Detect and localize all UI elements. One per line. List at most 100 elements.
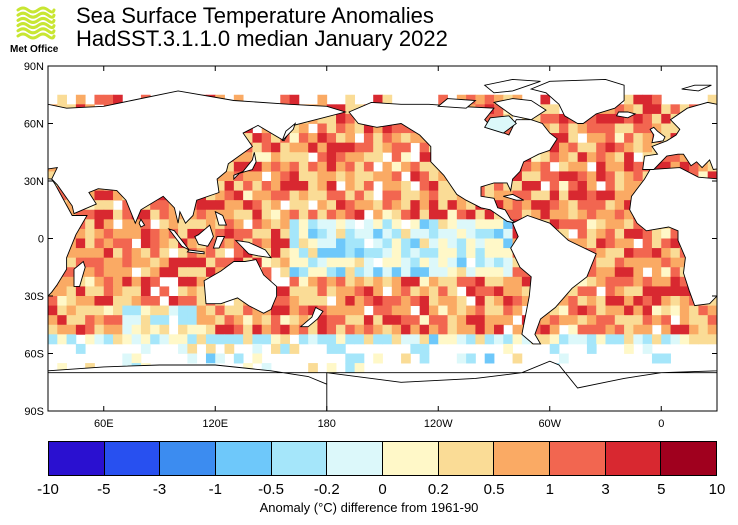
anomaly-cell	[401, 209, 411, 220]
anomaly-cell	[624, 343, 634, 354]
anomaly-cell	[401, 286, 411, 297]
anomaly-cell	[289, 219, 300, 230]
anomaly-cell	[205, 248, 216, 259]
anomaly-cell	[624, 238, 634, 249]
anomaly-cell	[549, 142, 560, 153]
anomaly-cell	[261, 133, 272, 144]
colorbar-segment	[160, 442, 217, 475]
anomaly-cell	[651, 276, 662, 287]
anomaly-cell	[131, 257, 142, 268]
anomaly-cell	[178, 228, 188, 239]
anomaly-cell	[605, 152, 616, 163]
anomaly-cell	[252, 200, 263, 211]
anomaly-cell	[559, 181, 569, 191]
anomaly-cell	[596, 334, 606, 345]
anomaly-cell	[466, 228, 476, 239]
anomaly-cell	[373, 315, 383, 326]
anomaly-cell	[363, 133, 374, 144]
anomaly-cell	[196, 286, 207, 297]
anomaly-cell	[363, 228, 374, 239]
logo-wave-line	[16, 22, 56, 30]
anomaly-cell	[252, 209, 263, 220]
anomaly-cell	[94, 248, 105, 259]
anomaly-cell	[624, 228, 634, 239]
anomaly-cell	[661, 113, 671, 124]
landmass-uk	[649, 126, 666, 144]
anomaly-cell	[252, 142, 263, 153]
anomaly-cell	[85, 257, 95, 268]
anomaly-cell	[205, 238, 216, 249]
anomaly-cell	[271, 171, 281, 182]
anomaly-cell	[577, 209, 588, 220]
anomaly-cell	[85, 296, 95, 306]
anomaly-cell	[419, 152, 430, 163]
anomaly-cell	[131, 228, 142, 239]
anomaly-cell	[178, 324, 188, 335]
anomaly-cell	[419, 286, 430, 297]
anomaly-cell	[85, 286, 95, 297]
anomaly-cell	[345, 104, 356, 115]
anomaly-cell	[503, 305, 513, 316]
anomaly-cell	[373, 353, 383, 364]
anomaly-cell	[596, 276, 606, 287]
anomaly-cell	[57, 305, 67, 316]
anomaly-cell	[633, 94, 644, 105]
anomaly-cell	[521, 276, 532, 287]
anomaly-cell	[559, 161, 569, 172]
anomaly-cell	[261, 228, 272, 239]
anomaly-cell	[317, 181, 328, 191]
anomaly-cell	[531, 190, 541, 201]
anomaly-cell	[233, 181, 244, 191]
anomaly-cell	[57, 94, 67, 105]
anomaly-cell	[624, 267, 634, 278]
colorbar-segment	[271, 442, 328, 475]
anomaly-cell	[391, 324, 402, 335]
anomaly-cell	[94, 276, 105, 287]
anomaly-cell	[549, 190, 560, 201]
anomaly-cell	[466, 334, 476, 345]
anomaly-cell	[168, 257, 179, 268]
anomaly-cell	[271, 257, 281, 268]
anomaly-cell	[345, 113, 356, 124]
anomaly-cell	[586, 190, 597, 201]
anomaly-cell	[382, 334, 393, 345]
anomaly-cell	[419, 257, 430, 268]
anomaly-cell	[698, 324, 709, 335]
anomaly-cell	[438, 190, 448, 201]
anomaly-cell	[271, 200, 281, 211]
anomaly-cell	[271, 305, 281, 316]
anomaly-cell	[605, 219, 616, 230]
colorbar-tick-label: 3	[601, 481, 610, 498]
anomaly-cell	[159, 286, 170, 297]
anomaly-cell	[233, 161, 244, 172]
anomaly-cell	[298, 286, 309, 297]
anomaly-cell	[354, 267, 365, 278]
anomaly-cell	[633, 296, 644, 306]
anomaly-cell	[661, 248, 671, 259]
anomaly-cell	[205, 219, 216, 230]
anomaly-cell	[326, 113, 337, 124]
anomaly-cell	[614, 142, 625, 153]
anomaly-cell	[317, 171, 328, 182]
anomaly-cell	[456, 276, 467, 287]
anomaly-cell	[354, 123, 365, 134]
anomaly-cell	[289, 133, 300, 144]
anomaly-cell	[271, 190, 281, 201]
anomaly-cell	[484, 181, 495, 191]
anomaly-cell	[289, 142, 300, 153]
anomaly-cell	[410, 190, 421, 201]
anomaly-cell	[94, 228, 105, 239]
anomaly-cell	[540, 94, 551, 105]
anomaly-cell	[679, 276, 690, 287]
anomaly-cell	[447, 248, 458, 259]
anomaly-cell	[568, 296, 579, 306]
anomaly-cell	[103, 286, 114, 297]
anomaly-cell	[159, 305, 170, 316]
anomaly-cell	[391, 334, 402, 345]
anomaly-cell	[103, 94, 114, 105]
anomaly-cell	[326, 286, 337, 297]
anomaly-cell	[689, 161, 699, 172]
anomaly-cell	[661, 123, 671, 134]
anomaly-cell	[271, 228, 281, 239]
anomaly-cell	[521, 286, 532, 297]
